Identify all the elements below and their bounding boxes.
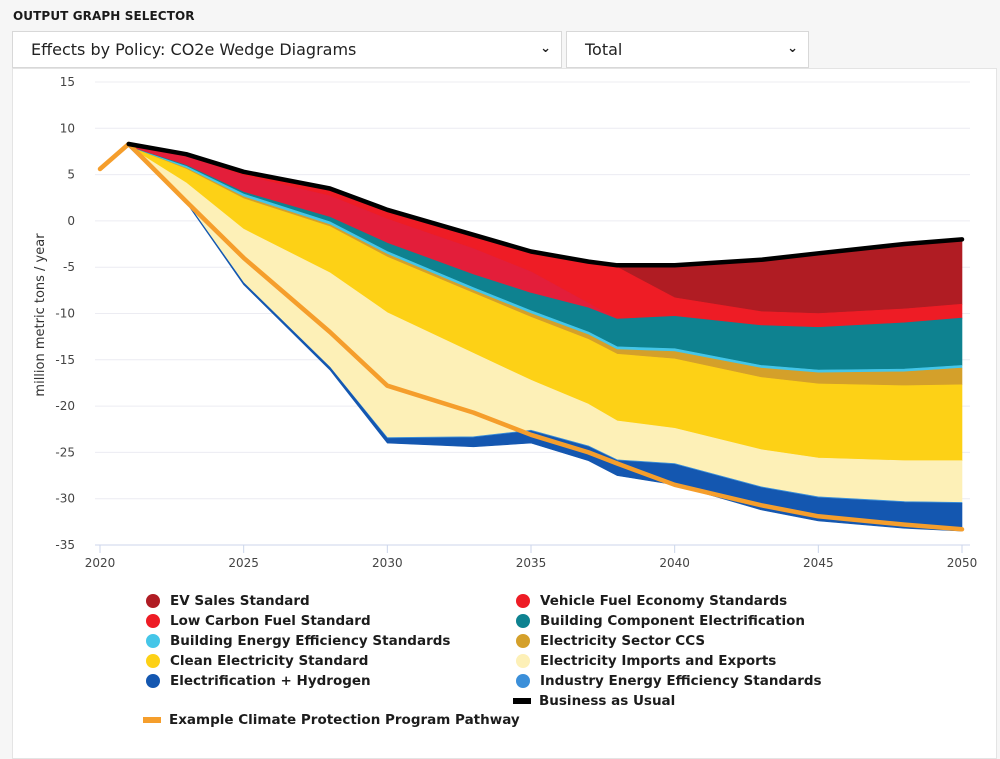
y-tick-labels: 15 10 5 0 -5 -10 -15 -20 -25 -30 -35 [55,75,75,552]
chevron-down-icon: ⌄ [787,41,798,56]
business-as-usual-line[interactable] [126,141,965,268]
scope-select[interactable]: Total ⌄ [566,31,809,68]
graph-type-select[interactable]: Effects by Policy: CO2e Wedge Diagrams ⌄ [12,31,562,68]
y-tick-label: -10 [55,307,75,321]
pathway-line[interactable] [97,141,965,532]
graph-type-value: Effects by Policy: CO2e Wedge Diagrams [31,40,357,59]
legend-item[interactable]: Electricity Sector CCS [516,631,705,651]
legend-item[interactable]: Industry Energy Efficiency Standards [516,671,822,691]
series-lines [97,141,965,532]
x-tick-label: 2050 [947,556,978,570]
legend-label: Example Climate Protection Program Pathw… [169,712,520,728]
x-tick-labels: 2020 2025 2030 2035 2040 2045 2050 [85,556,978,570]
wedge-areas [128,143,963,532]
legend-item[interactable]: Vehicle Fuel Economy Standards [516,591,787,611]
y-tick-label: -30 [55,492,75,506]
legend-item[interactable]: Electrification + Hydrogen [146,671,371,691]
legend-item[interactable]: Low Carbon Fuel Standard [146,611,371,631]
y-tick-label: -15 [55,353,75,367]
legend-dot-swatch-icon [146,674,160,688]
y-tick-label: -5 [63,260,75,274]
legend-label: Vehicle Fuel Economy Standards [540,593,788,609]
legend-item[interactable]: Clean Electricity Standard [146,651,368,671]
scope-value: Total [585,40,623,59]
y-tick-label: 5 [67,168,75,182]
legend-dot-swatch-icon [516,674,530,688]
legend-item[interactable]: Building Energy Efficiency Standards [146,631,450,651]
legend-dot-swatch-icon [146,654,160,668]
legend-dot-swatch-icon [516,654,530,668]
y-axis-label: million metric tons / year [33,233,48,397]
legend-line-swatch-icon [513,698,531,704]
x-tick-label: 2020 [85,556,116,570]
legend-item[interactable]: EV Sales Standard [146,591,310,611]
legend-dot-swatch-icon [146,634,160,648]
legend-dot-swatch-icon [516,614,530,628]
x-tick-label: 2030 [372,556,403,570]
x-tick-label: 2025 [228,556,259,570]
legend-line-swatch-icon [143,717,161,723]
legend-item[interactable]: Electricity Imports and Exports [516,651,776,671]
y-tick-label: -20 [55,399,75,413]
legend-label: Electricity Sector CCS [540,633,706,649]
legend-dot-swatch-icon [516,634,530,648]
legend-label: Building Energy Efficiency Standards [170,633,451,649]
legend-item[interactable]: Building Component Electrification [516,611,805,631]
legend-label: Low Carbon Fuel Standard [170,613,371,629]
y-tick-label: -25 [55,445,75,459]
legend-dot-swatch-icon [516,594,530,608]
legend-label: Clean Electricity Standard [170,653,369,669]
legend-label: Electricity Imports and Exports [540,653,777,669]
legend-item[interactable]: Business as Usual [513,691,675,711]
x-tick-label: 2045 [803,556,834,570]
legend-dot-swatch-icon [146,594,160,608]
legend-label: Electrification + Hydrogen [170,673,371,689]
y-tick-label: -35 [55,538,75,552]
output-graph-selector-title: OUTPUT GRAPH SELECTOR [13,9,195,23]
legend-label: EV Sales Standard [170,593,310,609]
legend-label: Building Component Electrification [540,613,805,629]
legend-dot-swatch-icon [146,614,160,628]
legend-label: Industry Energy Efficiency Standards [540,673,822,689]
y-tick-label: 15 [60,75,75,89]
y-tick-label: 0 [67,214,75,228]
legend-label: Business as Usual [539,693,676,709]
chevron-down-icon: ⌄ [540,41,551,56]
x-tick-label: 2035 [516,556,547,570]
wedge-electrification-hydrogen[interactable] [128,146,963,532]
legend-item[interactable]: Example Climate Protection Program Pathw… [143,710,520,730]
y-tick-label: 10 [60,121,75,135]
x-tick-label: 2040 [659,556,690,570]
